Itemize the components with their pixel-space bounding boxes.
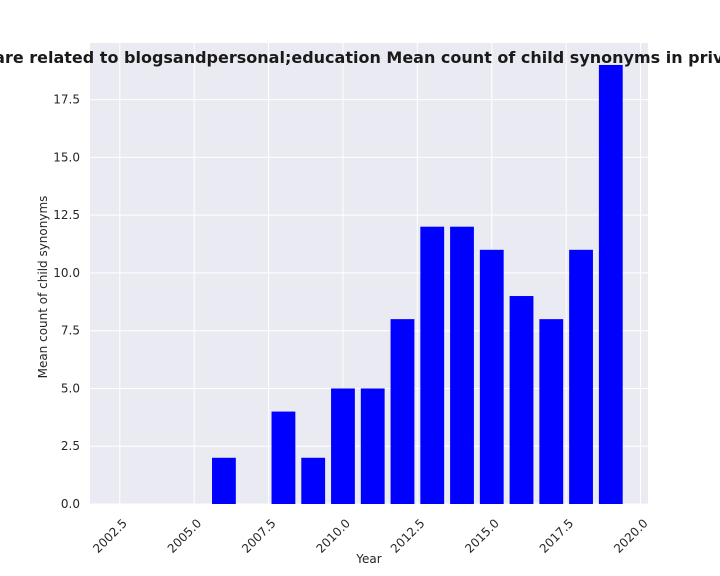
bar — [360, 388, 385, 504]
bar — [569, 249, 593, 504]
bar — [331, 388, 355, 504]
bar — [212, 457, 236, 504]
bar — [539, 319, 564, 504]
chart-title: gories are related to blogsandpersonal;e… — [0, 48, 720, 67]
bar — [598, 64, 623, 504]
bar — [509, 296, 534, 504]
x-tick-label: 2017.5 — [537, 516, 577, 556]
y-axis-label: Mean count of child synonyms — [36, 196, 50, 379]
y-tick-label: 10.0 — [53, 266, 80, 280]
y-tick-label: 5.0 — [61, 381, 80, 395]
x-tick-label: 2007.5 — [239, 516, 279, 556]
bar — [450, 226, 474, 504]
x-tick-labels: 2002.5 2005.0 2007.5 2010.0 2012.5 2015.0 2017… — [90, 516, 650, 556]
bar — [301, 457, 326, 504]
x-tick-label: 2020.0 — [611, 516, 651, 556]
y-tick-label: 2.5 — [61, 439, 80, 453]
x-axis-label: Year — [355, 552, 381, 566]
y-tick-label: 15.0 — [53, 150, 80, 164]
y-tick-label: 0.0 — [61, 497, 80, 511]
y-tick-labels: 0.0 2.5 5.0 7.5 10.0 12.5 15.0 17.5 — [53, 93, 80, 511]
bars — [212, 64, 623, 504]
x-tick-label: 2005.0 — [165, 516, 205, 556]
x-tick-label: 2015.0 — [462, 516, 502, 556]
y-tick-label: 7.5 — [61, 324, 80, 338]
bar — [271, 411, 296, 504]
bar — [420, 226, 445, 504]
x-tick-label: 2002.5 — [90, 516, 130, 556]
x-tick-label: 2010.0 — [313, 516, 353, 556]
bar — [390, 319, 415, 504]
x-tick-label: 2012.5 — [388, 516, 428, 556]
y-tick-label: 12.5 — [53, 208, 80, 222]
bar — [479, 249, 504, 504]
y-tick-label: 17.5 — [53, 93, 80, 107]
